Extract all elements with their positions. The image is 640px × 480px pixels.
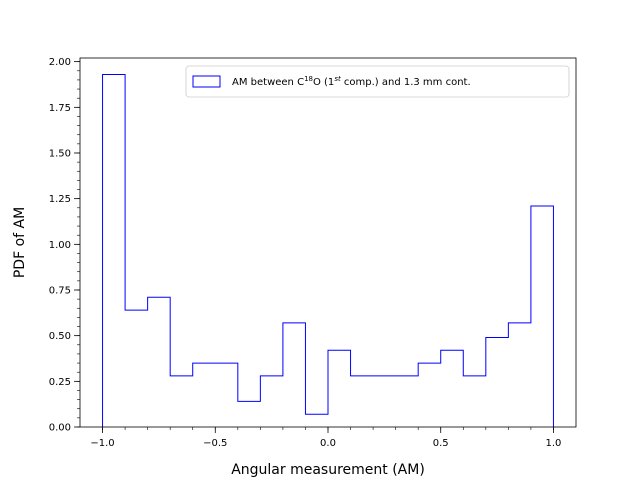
x-tick-label: 1.0 [546, 438, 562, 449]
y-tick-label: 0.75 [49, 285, 71, 296]
x-axis-ticks: −1.0 −0.5 0.0 0.5 1.0 [90, 427, 561, 449]
y-axis-ticks: 0.00 0.25 0.50 0.75 1.00 1.25 1.50 1.75 2.00 [49, 57, 80, 434]
y-tick-label: 1.50 [49, 148, 71, 159]
x-tick-label: −0.5 [203, 438, 227, 449]
x-tick-label: 0.5 [433, 438, 449, 449]
legend-box [185, 65, 570, 98]
y-tick-label: 0.25 [49, 377, 71, 388]
x-tick-label: −1.0 [90, 438, 114, 449]
x-tick-label: 0.0 [320, 438, 336, 449]
y-tick-label: 1.00 [49, 240, 71, 251]
legend-swatch [192, 75, 221, 88]
y-tick-label: 0.50 [49, 331, 71, 342]
histogram-step-outline [102, 73, 554, 427]
y-tick-label: 2.00 [49, 57, 71, 68]
x-axis-label: Angular measurement (AM) [231, 462, 425, 478]
legend: AM between C18O (1st comp.) and 1.3 mm c… [185, 65, 570, 98]
legend-entry: AM between C18O (1st comp.) and 1.3 mm c… [232, 75, 471, 88]
y-tick-label: 1.75 [49, 103, 71, 114]
y-axis-label: PDF of AM [12, 207, 28, 278]
y-tick-label: 1.25 [49, 194, 71, 205]
y-tick-label: 0.00 [49, 423, 71, 434]
